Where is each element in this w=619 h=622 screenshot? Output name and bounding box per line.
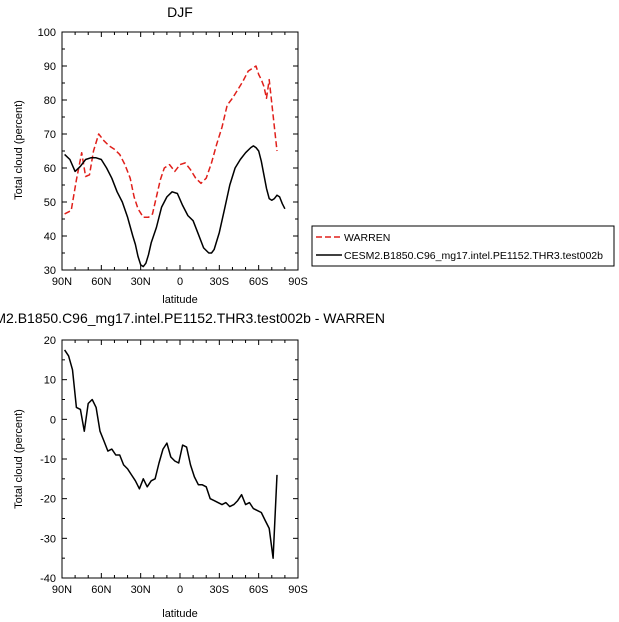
legend-label-cesm: CESM2.B1850.C96_mg17.intel.PE1152.THR3.t… — [344, 250, 603, 262]
legend-box — [311, 225, 615, 267]
bottom-y-tick-label: 20 — [44, 335, 56, 347]
bottom-y-tick-label: 0 — [50, 414, 56, 426]
top-x-tick-label: 60S — [249, 276, 269, 288]
bottom-y-tick-label: -10 — [40, 454, 56, 466]
bottom-chart-title: M2.B1850.C96_mg17.intel.PE1152.THR3.test… — [0, 310, 385, 326]
top-x-tick-label: 30S — [210, 276, 230, 288]
top-x-axis-label: latitude — [162, 294, 197, 306]
bottom-y-tick-label: 10 — [44, 375, 56, 387]
bottom-x-tick-label: 60S — [249, 584, 269, 596]
top-y-tick-label: 60 — [44, 163, 56, 175]
top-y-tick-label: 40 — [44, 231, 56, 243]
top-y-tick-label: 30 — [44, 265, 56, 277]
bottom-plot-area: 90N 60N 30N 0 30S 60S 90S -40 -30 -20 -10 0 10 20 — [40, 335, 308, 596]
top-x-tick-label: 0 — [177, 276, 183, 288]
top-plot-frame — [61, 31, 299, 271]
top-y-tick-label: 50 — [44, 197, 56, 209]
bottom-x-tick-label: 90N — [52, 584, 72, 596]
top-x-tick-label: 30N — [131, 276, 151, 288]
bottom-x-tick-label: 30S — [210, 584, 230, 596]
top-y-tick-label: 100 — [38, 27, 56, 39]
bottom-y-tick-label: -20 — [40, 494, 56, 506]
top-plot-area: 90N 60N 30N 0 30S 60S 90S 30 40 50 60 70 80 90 100 — [38, 27, 308, 288]
bottom-y-tick-label: -30 — [40, 533, 56, 545]
top-panel: DJF latitude Total cloud (percent) 90N 60… — [13, 4, 308, 306]
top-x-tick-label: 90N — [52, 276, 72, 288]
legend: WARREN CESM2.B1850.C96_mg17.intel.PE1152… — [311, 225, 615, 267]
bottom-panel: M2.B1850.C96_mg17.intel.PE1152.THR3.test… — [0, 310, 385, 620]
bottom-x-tick-label: 60N — [91, 584, 111, 596]
top-y-axis-label: Total cloud (percent) — [13, 100, 25, 200]
top-x-tick-label: 60N — [91, 276, 111, 288]
bottom-y-axis-label: Total cloud (percent) — [13, 409, 25, 509]
top-chart-title: DJF — [167, 4, 193, 20]
top-y-tick-label: 70 — [44, 129, 56, 141]
bottom-series-line-difference — [63, 349, 278, 559]
top-y-tick-label: 90 — [44, 61, 56, 73]
top-series-line-warren — [64, 65, 278, 219]
bottom-x-tick-label: 0 — [177, 584, 183, 596]
bottom-x-tick-label: 90S — [288, 584, 308, 596]
bottom-y-tick-label: -40 — [40, 573, 56, 585]
top-x-tick-label: 90S — [288, 276, 308, 288]
top-y-tick-label: 80 — [44, 95, 56, 107]
top-series-line-cesm — [64, 145, 286, 268]
bottom-x-axis-label: latitude — [162, 608, 197, 620]
legend-label-warren: WARREN — [344, 232, 390, 244]
bottom-x-tick-label: 30N — [131, 584, 151, 596]
